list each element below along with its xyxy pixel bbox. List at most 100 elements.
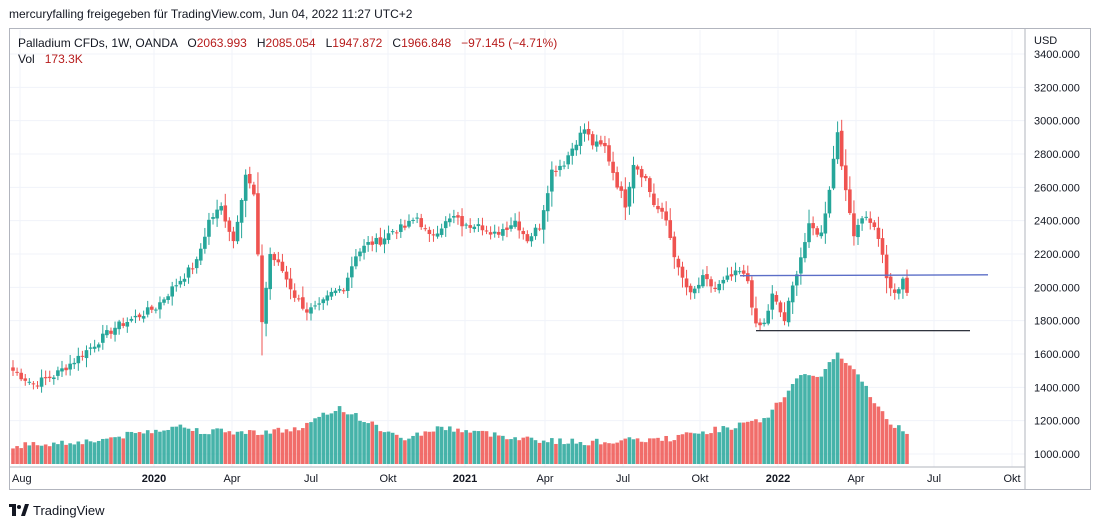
candle-body xyxy=(207,219,211,237)
candle-body xyxy=(562,165,566,167)
tradingview-footer[interactable]: TradingView xyxy=(9,499,105,521)
volume-bar xyxy=(427,431,432,464)
candle-body xyxy=(464,224,468,226)
candle-body xyxy=(435,233,440,237)
volume-bar xyxy=(872,403,877,464)
volume-bar xyxy=(672,440,677,464)
volume-bar xyxy=(15,446,19,464)
volume-bar xyxy=(868,397,873,464)
volume-bar xyxy=(856,374,860,464)
candle-body xyxy=(590,134,595,146)
candle-body xyxy=(713,287,717,290)
candle-body xyxy=(190,268,195,270)
volume-bar xyxy=(341,412,346,464)
volume-bar xyxy=(541,440,546,464)
candle-body xyxy=(186,267,191,278)
volume-bar xyxy=(60,440,64,464)
volume-bar xyxy=(56,444,60,464)
candle-body xyxy=(166,296,170,300)
volume-bar xyxy=(790,384,795,464)
volume-bar xyxy=(219,428,223,464)
volume-bar xyxy=(688,432,693,464)
candle-body xyxy=(88,347,93,349)
volume-bar xyxy=(243,433,248,464)
volume-bar xyxy=(27,445,32,464)
volume-bar xyxy=(884,419,889,464)
volume-bar xyxy=(774,402,779,464)
volume-bar xyxy=(684,432,689,464)
candle-body xyxy=(76,355,81,364)
volume-bar xyxy=(309,422,313,464)
candle-body xyxy=(892,289,897,293)
volume-bar xyxy=(652,438,656,464)
candle-body xyxy=(64,367,68,371)
candle-body xyxy=(705,274,709,280)
volume-bar xyxy=(627,437,632,464)
volume-bar xyxy=(390,432,395,464)
candle-body xyxy=(480,225,485,231)
volume-bar xyxy=(713,426,717,464)
candle-body xyxy=(31,383,36,385)
candle-body xyxy=(27,381,32,383)
candle-body xyxy=(407,220,411,227)
volume-bar xyxy=(129,431,134,464)
candle-body xyxy=(386,233,391,240)
price-tick-label: 1200.000 xyxy=(1034,416,1080,428)
candle-body xyxy=(284,271,289,280)
volume-bar xyxy=(521,437,526,464)
candle-body xyxy=(170,286,175,297)
volume-bar xyxy=(803,374,807,464)
volume-bar xyxy=(815,376,819,464)
volume-bar xyxy=(623,438,628,464)
candle-body xyxy=(639,169,644,178)
candle-body xyxy=(390,231,395,233)
candle-body xyxy=(252,184,256,195)
volume-bar xyxy=(415,432,419,464)
volume-bar xyxy=(697,433,701,464)
volume-bar xyxy=(186,428,191,464)
candle-body xyxy=(550,169,554,192)
volume-bar xyxy=(52,442,56,464)
volume-bar xyxy=(19,448,23,464)
ohlc-legend-row: Palladium CFDs, 1W, OANDA O2063.993 H208… xyxy=(18,35,557,51)
candle-body xyxy=(668,220,673,238)
candle-body xyxy=(717,283,722,291)
candle-body xyxy=(860,218,864,224)
volume-bar xyxy=(476,431,481,464)
volume-bar xyxy=(513,437,517,464)
candle-body xyxy=(599,140,603,145)
candle-body xyxy=(786,300,791,323)
candle-body xyxy=(378,237,383,245)
candle-body xyxy=(125,322,130,327)
volume-bar xyxy=(897,425,901,464)
volume-bar xyxy=(64,444,68,464)
volume-bar xyxy=(701,431,705,464)
time-tick-label: 2021 xyxy=(453,473,477,485)
candle-body xyxy=(615,172,619,188)
volume-bar xyxy=(848,365,852,464)
candle-body xyxy=(72,362,77,365)
volume-bar xyxy=(386,431,391,464)
candle-body xyxy=(692,288,697,294)
volume-bar xyxy=(582,445,587,464)
tradingview-brand: TradingView xyxy=(33,502,105,518)
candle-body xyxy=(370,241,375,245)
candle-body xyxy=(256,193,260,255)
candle-body xyxy=(897,289,901,294)
volume-bar xyxy=(676,434,681,464)
candle-body xyxy=(337,289,342,291)
candle-body xyxy=(697,284,701,289)
volume-bar xyxy=(611,443,615,464)
candle-body xyxy=(182,278,187,282)
volume-bar xyxy=(182,427,187,464)
candle-body xyxy=(447,218,452,223)
volume-bar xyxy=(901,431,905,464)
volume-bar xyxy=(505,439,509,464)
volume-bar xyxy=(786,390,791,464)
price-tick-label: 3400.000 xyxy=(1034,49,1080,61)
candle-body xyxy=(664,211,668,221)
candle-body xyxy=(501,229,505,236)
candle-body xyxy=(643,176,648,179)
candle-body xyxy=(488,232,493,235)
